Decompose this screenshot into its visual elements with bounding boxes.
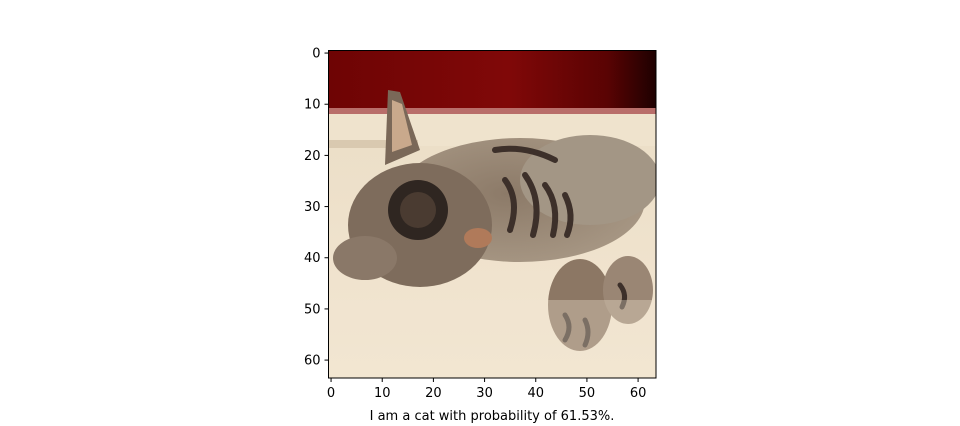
cat-paw	[548, 259, 612, 351]
y-tick-label: 0	[312, 47, 320, 62]
x-axis-label: I am a cat with probability of 61.53%.	[370, 409, 615, 424]
cat-image	[328, 50, 656, 378]
y-tick-label: 30	[304, 200, 321, 215]
x-tick-label: 60	[630, 386, 647, 401]
x-tick-label: 0	[327, 386, 335, 401]
y-tick-label: 60	[304, 354, 321, 369]
ticks: 0 10 20 30 40 50 60 0 10 20 30 40 50 60	[304, 47, 646, 401]
x-tick-label: 30	[476, 386, 493, 401]
x-tick-label: 20	[425, 386, 442, 401]
y-tick-label: 40	[304, 251, 321, 266]
wall-region	[328, 50, 656, 108]
axes-frame	[328, 50, 657, 379]
y-tick-label: 20	[304, 149, 321, 164]
y-tick-label: 50	[304, 302, 321, 317]
x-tick-label: 10	[374, 386, 391, 401]
baseboard	[328, 108, 656, 114]
y-tick-label: 10	[304, 98, 321, 113]
x-tick-label: 40	[527, 386, 544, 401]
x-tick-label: 50	[579, 386, 596, 401]
